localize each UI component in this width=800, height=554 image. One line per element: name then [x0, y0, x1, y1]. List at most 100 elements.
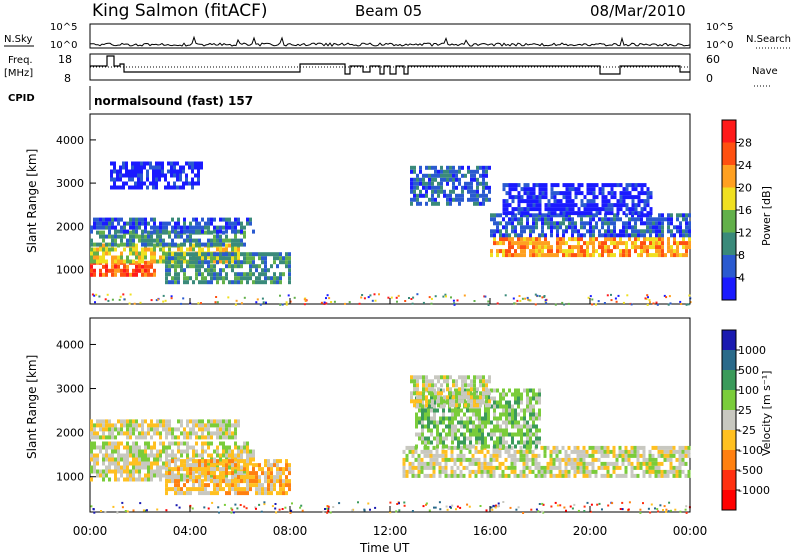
data-cell [532, 396, 535, 401]
data-cell [111, 242, 114, 247]
data-cell [252, 264, 255, 269]
data-cell [149, 181, 152, 186]
data-cell [595, 221, 598, 226]
data-cell [153, 461, 156, 466]
data-cell [433, 412, 436, 417]
data-cell [141, 229, 144, 234]
data-cell [663, 457, 667, 462]
data-cell [437, 173, 440, 178]
data-cell [529, 408, 532, 413]
data-cell [108, 423, 111, 428]
data-cell [573, 445, 577, 450]
data-cell [105, 473, 108, 478]
data-cell [639, 465, 643, 470]
data-cell [520, 440, 523, 445]
data-cell [525, 465, 529, 470]
data-cell [660, 445, 664, 450]
data-cell [598, 253, 601, 258]
data-cell [640, 211, 644, 216]
data-cell [678, 445, 682, 450]
data-cell [132, 238, 135, 243]
x-tick-label: 12:00 [373, 524, 408, 538]
data-cell [183, 276, 186, 281]
noise-point [304, 300, 307, 302]
data-cell [168, 242, 171, 247]
data-cell [511, 211, 515, 216]
data-cell [574, 221, 577, 226]
data-cell [523, 412, 526, 417]
data-cell [642, 449, 646, 454]
data-cell [622, 229, 625, 234]
data-cell [478, 408, 481, 413]
data-cell [417, 473, 421, 478]
data-cell [422, 379, 425, 384]
data-cell [168, 431, 171, 436]
data-cell [198, 264, 201, 269]
data-cell [105, 427, 108, 432]
data-cell [264, 272, 267, 277]
data-cell [496, 424, 499, 429]
data-cell [493, 408, 496, 413]
data-cell [525, 473, 529, 478]
data-cell [189, 252, 192, 257]
noise-point [289, 300, 292, 303]
data-cell [479, 391, 482, 396]
data-cell [459, 473, 463, 478]
data-cell [132, 251, 135, 256]
data-cell [643, 237, 646, 242]
data-cell [168, 256, 171, 261]
data-cell [411, 449, 415, 454]
data-cell [452, 399, 455, 404]
data-cell [159, 453, 162, 458]
data-cell [102, 427, 105, 432]
data-cell [440, 383, 443, 388]
data-cell [141, 238, 144, 243]
nsky-label: N.Sky [4, 34, 32, 45]
data-cell [123, 461, 126, 466]
data-cell [120, 251, 123, 256]
data-cell [225, 217, 228, 222]
data-cell [93, 272, 96, 277]
data-cell [225, 243, 228, 248]
data-cell [168, 268, 171, 273]
data-cell [410, 395, 413, 400]
data-cell [472, 424, 475, 429]
data-cell [464, 375, 467, 380]
data-cell [621, 473, 625, 478]
data-cell [411, 473, 415, 478]
data-cell [228, 423, 231, 428]
data-cell [240, 252, 243, 257]
data-cell [189, 475, 192, 480]
data-cell [607, 203, 611, 208]
data-cell [114, 473, 117, 478]
data-cell [439, 396, 442, 401]
data-cell [195, 475, 198, 480]
data-cell [99, 225, 102, 230]
data-cell [655, 245, 658, 250]
noise-point [473, 300, 476, 302]
data-cell [153, 221, 156, 226]
data-cell [513, 465, 517, 470]
data-cell [258, 272, 261, 277]
noise-point [534, 303, 537, 306]
data-cell [204, 221, 207, 226]
data-cell [646, 221, 649, 226]
data-cell [675, 469, 679, 474]
data-cell [180, 423, 183, 428]
data-cell [195, 242, 198, 247]
data-cell [577, 253, 580, 258]
data-cell [255, 471, 258, 476]
data-cell [132, 477, 135, 482]
data-cell [481, 424, 484, 429]
data-cell [657, 465, 661, 470]
data-cell [685, 221, 688, 226]
data-cell [604, 221, 607, 226]
data-cell [249, 252, 252, 257]
data-cell [168, 230, 171, 235]
data-cell [207, 260, 210, 265]
data-cell [213, 238, 216, 243]
data-cell [132, 229, 135, 234]
data-cell [577, 191, 581, 196]
data-cell [117, 461, 120, 466]
data-cell [681, 445, 685, 450]
